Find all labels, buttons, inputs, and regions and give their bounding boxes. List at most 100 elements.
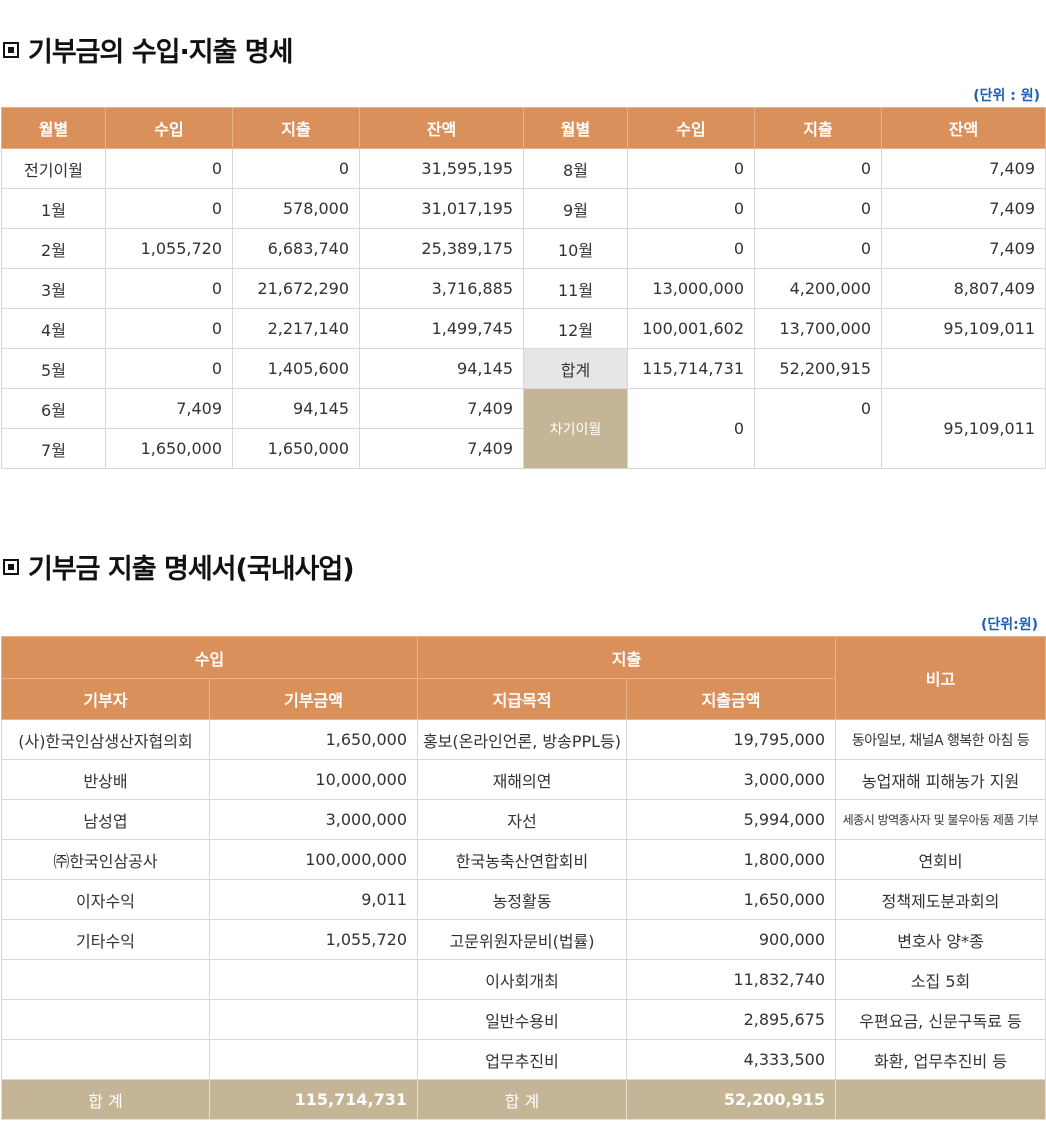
donor-cell: 반상배: [1, 759, 210, 800]
table-row: 이사회개최 11,832,740 소집 5회: [1, 959, 1046, 1000]
month-cell: 7월: [1, 428, 106, 469]
donor-cell: [1, 999, 210, 1040]
income-cell: 0: [627, 228, 755, 269]
header-donor: 기부자: [1, 678, 210, 720]
header-balance: 잔액: [881, 107, 1046, 149]
expense-cell: 6,683,740: [232, 228, 360, 269]
balance-cell: 31,595,195: [359, 148, 524, 189]
unit-label: (단위:원): [980, 617, 1038, 633]
expense-amount-cell: 11,832,740: [626, 959, 837, 1000]
total-note-cell: [835, 1079, 1046, 1120]
expense-cell: 0: [754, 228, 882, 269]
balance-cell: 7,409: [881, 148, 1046, 189]
month-cell: 10월: [523, 228, 628, 269]
note-cell: 우편요금, 신문구독료 등: [835, 999, 1046, 1040]
carry-income-cell: 0: [627, 388, 755, 469]
section-title-income-expense: 기부금의 수입·지출 명세: [3, 30, 293, 69]
balance-cell: 7,409: [881, 188, 1046, 229]
header-income: 수입: [105, 107, 233, 149]
monthly-income-expense-table: 월별 수입 지출 잔액 월별 수입 지출 잔액 전기이월 0 0 31,595,…: [1, 107, 1046, 469]
balance-cell: 31,017,195: [359, 188, 524, 229]
note-cell: 세종시 방역종사자 및 불우아동 제품 기부: [835, 799, 1046, 840]
total-label-cell: 합 계: [1, 1079, 210, 1120]
donor-cell: ㈜한국인삼공사: [1, 839, 210, 880]
income-cell: 13,000,000: [627, 268, 755, 309]
table-row: 6월 7,409 94,145 7,409 차기이월 0 0 95,109,01…: [1, 388, 1046, 469]
header-expense: 지출: [232, 107, 360, 149]
table-row: (사)한국인삼생산자협의회 1,650,000 홍보(온라인언론, 방송PPL등…: [1, 719, 1046, 760]
note-cell: 소집 5회: [835, 959, 1046, 1000]
expense-cell: 21,672,290: [232, 268, 360, 309]
expense-cell: 0: [754, 148, 882, 189]
expense-cell: 13,700,000: [754, 308, 882, 349]
table-row: 전기이월 0 0 31,595,195 8월 0 0 7,409: [1, 148, 1046, 189]
balance-cell: 7,409: [359, 428, 524, 469]
carry-balance-cell: 95,109,011: [881, 388, 1046, 469]
donor-cell: 남성엽: [1, 799, 210, 840]
table-row: 7월 1,650,000 1,650,000 7,409: [1, 428, 1046, 469]
donor-cell: [1, 959, 210, 1000]
expense-amount-cell: 4,333,500: [626, 1039, 837, 1080]
month-cell: 5월: [1, 348, 106, 389]
donation-amount-cell: 100,000,000: [208, 839, 419, 880]
balance-cell: 3,716,885: [359, 268, 524, 309]
table-row: 5월 0 1,405,600 94,145 합계 115,714,731 52,…: [1, 348, 1046, 389]
donation-amount-cell: [208, 999, 419, 1040]
table-row: 남성엽 3,000,000 자선 5,994,000 세종시 방역종사자 및 불…: [1, 799, 1046, 840]
expense-cell: 94,145: [232, 388, 360, 429]
domestic-expense-table: 수입 지출 비고 기부자 기부금액 지급목적 지출금액 (사)한국인삼생산자협의…: [0, 636, 1046, 1120]
month-cell: 12월: [523, 308, 628, 349]
table-sub-header-row: 기부자 기부금액 지급목적 지출금액: [1, 678, 1046, 720]
expense-cell: 0: [232, 148, 360, 189]
table-row: 기타수익 1,055,720 고문위원자문비(법률) 900,000 변호사 양…: [1, 919, 1046, 960]
balance-cell: 7,409: [359, 388, 524, 429]
income-cell: 0: [105, 308, 233, 349]
purpose-cell: 농정활동: [417, 879, 628, 920]
donation-amount-cell: [208, 959, 419, 1000]
income-cell: 0: [105, 188, 233, 229]
total-donation-cell: 115,714,731: [208, 1079, 419, 1120]
header-month: 월별: [523, 107, 628, 149]
table-row: 이자수익 9,011 농정활동 1,650,000 정책제도분과회의: [1, 879, 1046, 920]
note-cell: 정책제도분과회의: [835, 879, 1046, 920]
total-expense-cell: 52,200,915: [754, 348, 882, 389]
balance-cell: 1,499,745: [359, 308, 524, 349]
donation-amount-cell: [208, 1039, 419, 1080]
table-row: 3월 0 21,672,290 3,716,885 11월 13,000,000…: [1, 268, 1046, 309]
month-cell: 3월: [1, 268, 106, 309]
expense-amount-cell: 1,650,000: [626, 879, 837, 920]
table-row: 4월 0 2,217,140 1,499,745 12월 100,001,602…: [1, 308, 1046, 349]
carry-expense-cell: 0: [754, 388, 882, 469]
note-cell: 화환, 업무추진비 등: [835, 1039, 1046, 1080]
table-header-row: 월별 수입 지출 잔액 월별 수입 지출 잔액: [1, 107, 1046, 149]
month-cell: 전기이월: [1, 148, 106, 189]
donation-amount-cell: 9,011: [208, 879, 419, 920]
header-note: 비고: [835, 636, 1046, 720]
header-month: 월별: [1, 107, 106, 149]
total-label-cell: 합 계: [417, 1079, 628, 1120]
expense-amount-cell: 5,994,000: [626, 799, 837, 840]
purpose-cell: 재해의연: [417, 759, 628, 800]
donor-cell: (사)한국인삼생산자협의회: [1, 719, 210, 760]
month-cell: 8월: [523, 148, 628, 189]
donor-cell: [1, 1039, 210, 1080]
header-expense-group: 지출: [417, 636, 837, 679]
section-title-text: 기부금의 수입·지출 명세: [28, 37, 293, 68]
carry-forward-label-cell: 차기이월: [523, 388, 628, 469]
expense-cell: 1,650,000: [232, 428, 360, 469]
purpose-cell: 홍보(온라인언론, 방송PPL등): [417, 719, 628, 760]
expense-cell: 4,200,000: [754, 268, 882, 309]
expense-amount-cell: 900,000: [626, 919, 837, 960]
square-bullet-icon: [3, 558, 19, 575]
unit-label: (단위 : 원): [973, 88, 1040, 104]
balance-cell: 25,389,175: [359, 228, 524, 269]
expense-amount-cell: 2,895,675: [626, 999, 837, 1040]
income-cell: 7,409: [105, 388, 233, 429]
total-income-cell: 115,714,731: [627, 348, 755, 389]
total-expense-cell: 52,200,915: [626, 1079, 837, 1120]
note-cell: 변호사 양*종: [835, 919, 1046, 960]
expense-cell: 0: [754, 188, 882, 229]
table-row: 1월 0 578,000 31,017,195 9월 0 0 7,409: [1, 188, 1046, 229]
donation-amount-cell: 1,650,000: [208, 719, 419, 760]
purpose-cell: 자선: [417, 799, 628, 840]
